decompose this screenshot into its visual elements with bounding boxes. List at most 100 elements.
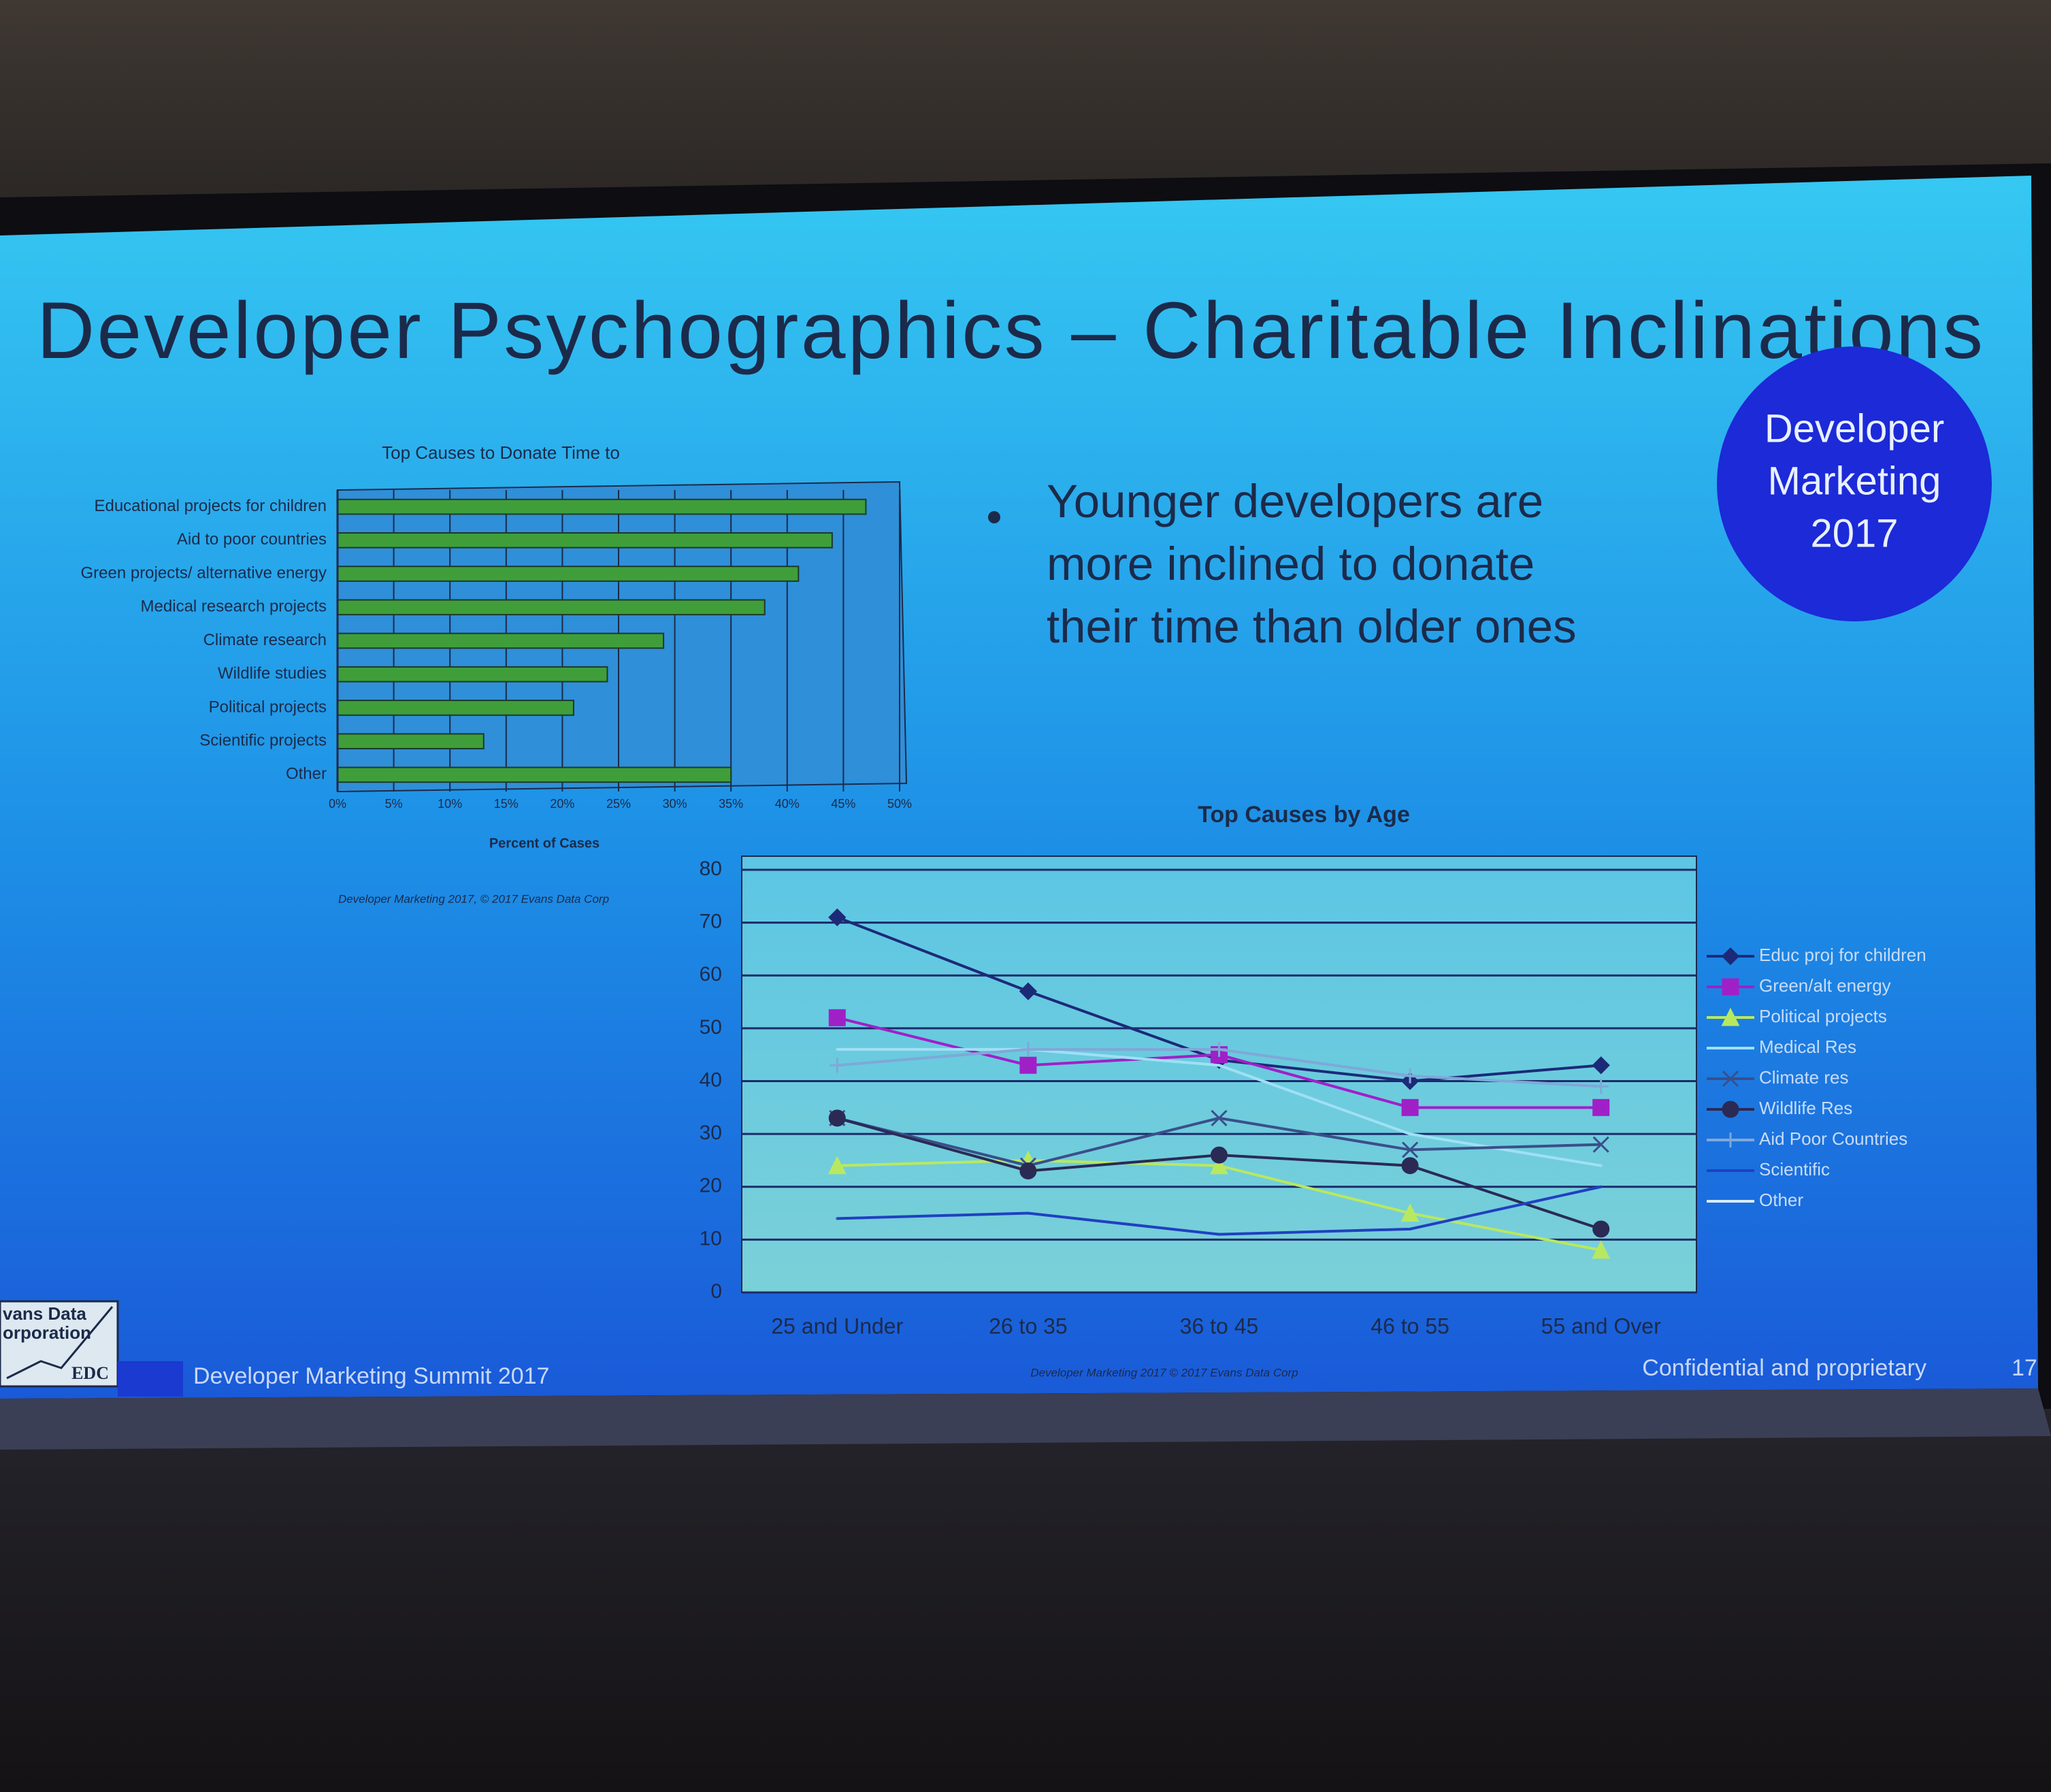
page-number: 17 — [2012, 1355, 2037, 1381]
source-note: Developer Marketing 2017, © 2017 Evans D… — [338, 892, 609, 905]
footer-right: Confidential and proprietary — [1642, 1355, 1926, 1381]
x-tick-label: 15% — [494, 797, 519, 811]
marker — [1211, 1109, 1228, 1126]
marker — [1020, 1041, 1036, 1057]
bar — [337, 733, 485, 749]
x-tick-label: 10% — [438, 797, 462, 811]
bar — [337, 766, 732, 783]
y-tick-label: Climate research — [203, 631, 327, 649]
screen-bottom — [0, 1388, 2051, 1450]
marker — [1211, 1041, 1227, 1057]
logo-text: vans Data — [3, 1303, 86, 1324]
chart-title: Top Causes to Donate Time to — [382, 442, 620, 463]
marker — [1019, 1162, 1037, 1179]
legend-label: Other — [1759, 1190, 1803, 1210]
y-tick-label: 10 — [700, 1227, 722, 1250]
x-axis-label: Percent of Cases — [489, 836, 600, 851]
y-tick-label: 80 — [700, 858, 722, 880]
x-tick-label: 20% — [550, 797, 574, 811]
marker — [1721, 1007, 1740, 1026]
y-tick-label: 0 — [710, 1280, 722, 1303]
marker — [1592, 1240, 1611, 1259]
y-tick-label: 50 — [700, 1016, 722, 1039]
badge-text: Developer — [1765, 406, 1944, 451]
badge — [1717, 346, 1992, 621]
marker — [1400, 1203, 1420, 1222]
marker — [1722, 1070, 1739, 1088]
slide-title: Developer Psychographics – Charitable In… — [37, 286, 1983, 376]
marker — [1593, 1079, 1609, 1094]
legend-label: Medical Res — [1759, 1037, 1856, 1057]
marker — [828, 908, 847, 926]
y-tick-label: Other — [286, 765, 327, 783]
footer-left: Developer Marketing Summit 2017 — [193, 1363, 549, 1389]
marker — [828, 1009, 846, 1026]
marker — [1019, 1056, 1037, 1074]
marker — [1401, 1098, 1419, 1116]
marker — [1402, 1141, 1419, 1158]
y-tick-label: Medical research projects — [141, 598, 327, 616]
bullet-text: their time than older ones — [1047, 600, 1577, 653]
marker — [1210, 1156, 1228, 1175]
logo-text: EDC — [71, 1363, 109, 1383]
legend-label: Scientific — [1759, 1159, 1830, 1179]
legend-label: Climate res — [1759, 1067, 1848, 1088]
x-tick-label: 25% — [606, 797, 631, 811]
bar — [337, 666, 608, 683]
marker — [827, 1156, 847, 1175]
x-tick-label: 45% — [831, 797, 855, 811]
y-tick-label: Aid to poor countries — [177, 530, 327, 549]
x-tick-label: 50% — [887, 797, 912, 811]
logo-block — [118, 1361, 183, 1397]
y-tick-label: Educational projects for children — [94, 497, 327, 515]
marker — [1592, 1220, 1610, 1238]
x-tick-label: 26 to 35 — [989, 1314, 1068, 1338]
x-tick-label: 40% — [775, 797, 800, 811]
legend-label: Aid Poor Countries — [1759, 1128, 1907, 1149]
bullet-dot — [988, 511, 1000, 523]
x-tick-label: 5% — [385, 797, 403, 811]
y-tick-label: 20 — [700, 1175, 722, 1197]
bullet-text: Younger developers are — [1047, 475, 1543, 527]
y-tick-label: Green projects/ alternative energy — [80, 564, 327, 582]
x-tick-label: 36 to 45 — [1180, 1314, 1259, 1338]
legend-label: Political projects — [1759, 1006, 1887, 1026]
marker — [1722, 1101, 1739, 1118]
bar — [337, 532, 833, 549]
marker — [1019, 982, 1038, 1000]
chart-title: Top Causes by Age — [1198, 802, 1410, 828]
bar — [337, 700, 574, 716]
x-tick-label: 30% — [663, 797, 687, 811]
marker — [1401, 1157, 1419, 1175]
y-tick-label: 60 — [700, 963, 722, 985]
marker — [828, 1109, 846, 1127]
marker — [830, 1058, 845, 1073]
marker — [1409, 1133, 1412, 1136]
marker — [1722, 978, 1739, 996]
legend-label: Educ proj for children — [1759, 945, 1926, 965]
x-tick-label: 0% — [329, 797, 346, 811]
y-tick-label: Political projects — [209, 698, 327, 716]
source-note: Developer Marketing 2017 © 2017 Evans Da… — [1030, 1366, 1298, 1379]
legend-label: Green/alt energy — [1759, 975, 1891, 996]
marker — [1723, 1133, 1738, 1147]
y-tick-label: Wildlife studies — [218, 664, 327, 683]
bar — [337, 566, 800, 582]
marker — [1409, 1227, 1412, 1231]
marker — [1211, 1146, 1228, 1164]
badge-text: 2017 — [1810, 511, 1898, 555]
y-tick-label: 30 — [700, 1122, 722, 1144]
marker — [1592, 1056, 1610, 1075]
badge-text: Marketing — [1768, 459, 1941, 503]
x-tick-label: 25 and Under — [771, 1314, 903, 1338]
x-tick-label: 55 and Over — [1541, 1314, 1661, 1338]
legend-label: Wildlife Res — [1759, 1098, 1852, 1118]
x-tick-label: 46 to 55 — [1371, 1314, 1449, 1338]
y-tick-label: 40 — [700, 1069, 722, 1091]
logo-box — [0, 1300, 119, 1388]
marker — [1402, 1068, 1418, 1084]
x-tick-label: 35% — [719, 797, 743, 811]
y-tick-label: 70 — [700, 911, 722, 933]
